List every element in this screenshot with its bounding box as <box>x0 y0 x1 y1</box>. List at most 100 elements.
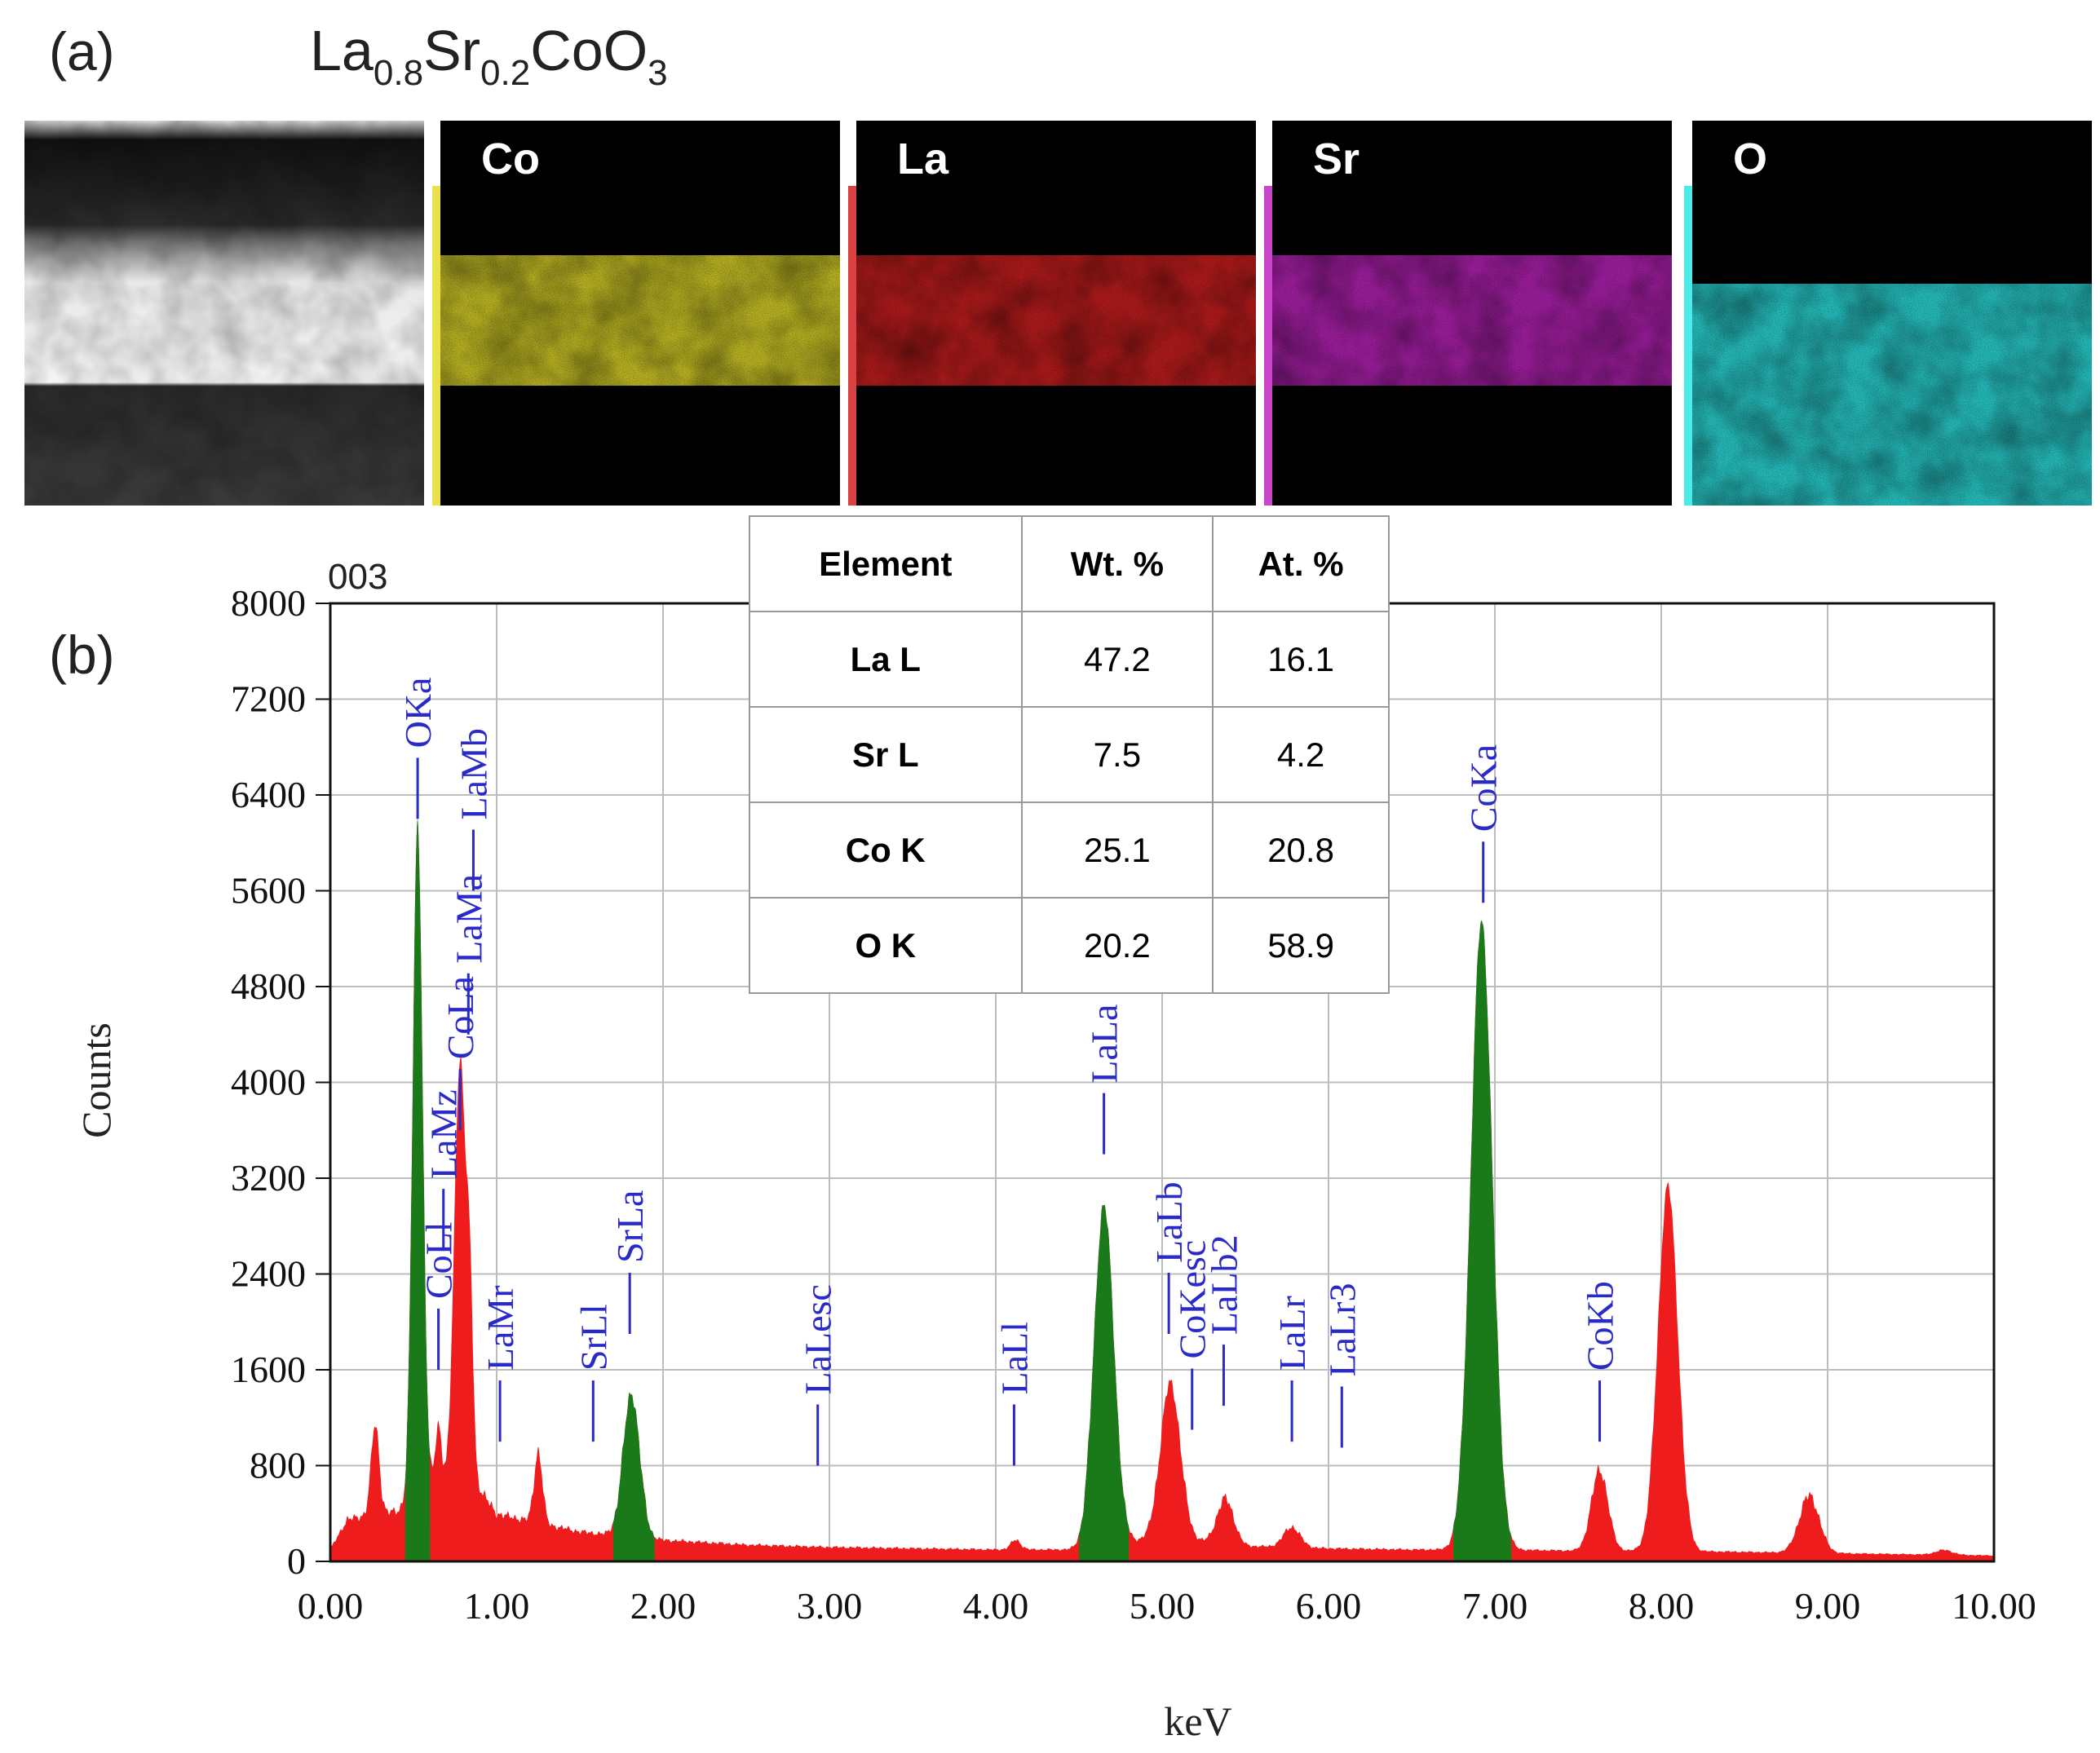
map-tile: Sr <box>1264 121 1672 506</box>
map-element-label: Co <box>481 135 540 183</box>
y-tick-label: 2400 <box>231 1253 306 1295</box>
color-scale-bar <box>432 186 440 506</box>
map-tile: La <box>848 121 1256 506</box>
composition-table: Element Wt. % At. % La L 47.2 16.1 Sr L … <box>749 515 1390 994</box>
peak-label: OKa <box>397 678 439 748</box>
fitted-peak-area <box>1453 920 1512 1561</box>
y-tick-label: 8000 <box>231 582 306 624</box>
peak-label: LaLb2 <box>1203 1234 1245 1335</box>
y-tick-label: 5600 <box>231 870 306 912</box>
peak-label: LaMa <box>448 874 489 964</box>
x-tick-label: 4.00 <box>963 1585 1029 1627</box>
y-tick-label: 7200 <box>231 678 306 720</box>
peak-label: LaMz <box>423 1089 465 1179</box>
x-axis-label: keV <box>1164 1698 1231 1744</box>
table-cell-element: Co K <box>749 801 1023 899</box>
peak-label: LaMb <box>453 728 494 819</box>
peak-label: CoKesc <box>1172 1240 1214 1359</box>
x-tick-label: 2.00 <box>630 1585 696 1627</box>
formula-part: 3 <box>648 53 667 93</box>
formula-part: La <box>310 19 374 82</box>
peak-annotations: OKa CoLl LaMz CoLa LaMa LaMb LaMr SrLl SrLa LaLes… <box>397 678 1621 1466</box>
y-tick-label: 4800 <box>231 965 306 1007</box>
peak-label: LaLb <box>1148 1181 1190 1263</box>
x-tick-label: 3.00 <box>797 1585 863 1627</box>
table-cell-at: 4.2 <box>1212 706 1390 803</box>
table-cell-wt: 20.2 <box>1020 897 1214 994</box>
table-cell-element: La L <box>749 611 1023 708</box>
panel-b-label: (b) <box>49 625 115 685</box>
spectrum-id: 003 <box>328 557 387 597</box>
map-texture <box>1692 284 2092 506</box>
peak-label: CoKa <box>1463 744 1505 832</box>
map-element-label: O <box>1733 135 1767 183</box>
map-element-label: Sr <box>1313 135 1359 183</box>
y-tick-label: 3200 <box>231 1157 306 1199</box>
peak-label: SrLa <box>609 1190 651 1263</box>
formula-part: 0.8 <box>374 53 423 93</box>
fitted-peak-area <box>405 819 431 1561</box>
map-tile: Co <box>432 121 840 506</box>
peak-label: CoLl <box>418 1221 460 1299</box>
table-cell-wt: 25.1 <box>1020 801 1214 899</box>
table-cell-wt: 7.5 <box>1020 706 1214 803</box>
table-header-at: At. % <box>1212 515 1390 612</box>
table-cell-at: 16.1 <box>1212 611 1390 708</box>
table-header-wt: Wt. % <box>1020 515 1214 612</box>
spectrum-series <box>330 819 1994 1561</box>
table-row: Co K 25.1 20.8 <box>749 801 1390 899</box>
peak-label: LaMr <box>480 1285 521 1371</box>
formula-part: Sr <box>423 19 480 82</box>
peak-label: CoKb <box>1580 1281 1621 1371</box>
y-tick-label: 800 <box>250 1445 306 1486</box>
y-axis-label: Counts <box>73 1022 119 1138</box>
eds-map-row: Co La Sr O <box>24 121 2092 506</box>
peak-label: SrLl <box>573 1304 614 1371</box>
color-scale-bar <box>1264 186 1272 506</box>
x-tick-label: 0.00 <box>298 1585 364 1627</box>
table-row: La L 47.2 16.1 <box>749 611 1390 708</box>
table-row: O K 20.2 58.9 <box>749 897 1390 994</box>
table-cell-wt: 47.2 <box>1020 611 1214 708</box>
y-tick-label: 4000 <box>231 1062 306 1103</box>
x-tick-label: 9.00 <box>1795 1585 1861 1627</box>
table-cell-at: 20.8 <box>1212 801 1390 899</box>
compound-formula: La0.8Sr0.2CoO3 <box>310 19 668 93</box>
map-tile: O <box>1684 121 2092 506</box>
x-tick-label: 6.00 <box>1296 1585 1362 1627</box>
peak-label: LaLa <box>1084 1005 1125 1084</box>
haadf-texture <box>24 121 424 506</box>
x-tick-label: 8.00 <box>1629 1585 1695 1627</box>
map-texture <box>440 255 840 386</box>
fitted-peak-area <box>1079 1204 1130 1561</box>
map-texture <box>856 255 1256 386</box>
formula-part: CoO <box>530 19 648 82</box>
color-scale-bar <box>848 186 856 506</box>
table-header-row: Element Wt. % At. % <box>749 515 1390 612</box>
x-tick-label: 1.00 <box>464 1585 530 1627</box>
peak-label: LaLr3 <box>1321 1283 1363 1377</box>
y-tick-label: 6400 <box>231 774 306 815</box>
map-texture <box>1272 255 1672 386</box>
table-cell-element: O K <box>749 897 1023 994</box>
y-tick-label: 0 <box>287 1540 306 1582</box>
table-header-element: Element <box>749 515 1023 612</box>
x-tick-label: 7.00 <box>1462 1585 1528 1627</box>
table-cell-element: Sr L <box>749 706 1023 803</box>
table-cell-at: 58.9 <box>1212 897 1390 994</box>
table-row: Sr L 7.5 4.2 <box>749 706 1390 803</box>
x-tick-label: 5.00 <box>1130 1585 1196 1627</box>
y-tick-label: 1600 <box>231 1349 306 1390</box>
peak-label: CoLa <box>440 976 481 1059</box>
fitted-peak-area <box>612 1393 655 1561</box>
map-element-label: La <box>897 135 949 183</box>
peak-label: LaLesc <box>798 1284 839 1394</box>
peak-label: LaLl <box>993 1322 1035 1394</box>
color-scale-bar <box>1684 186 1692 506</box>
x-tick-label: 10.00 <box>1952 1585 2036 1627</box>
peak-label: LaLr <box>1271 1296 1313 1371</box>
panel-a-label: (a) <box>49 21 115 82</box>
formula-part: 0.2 <box>480 53 530 93</box>
map-tile <box>24 121 424 506</box>
